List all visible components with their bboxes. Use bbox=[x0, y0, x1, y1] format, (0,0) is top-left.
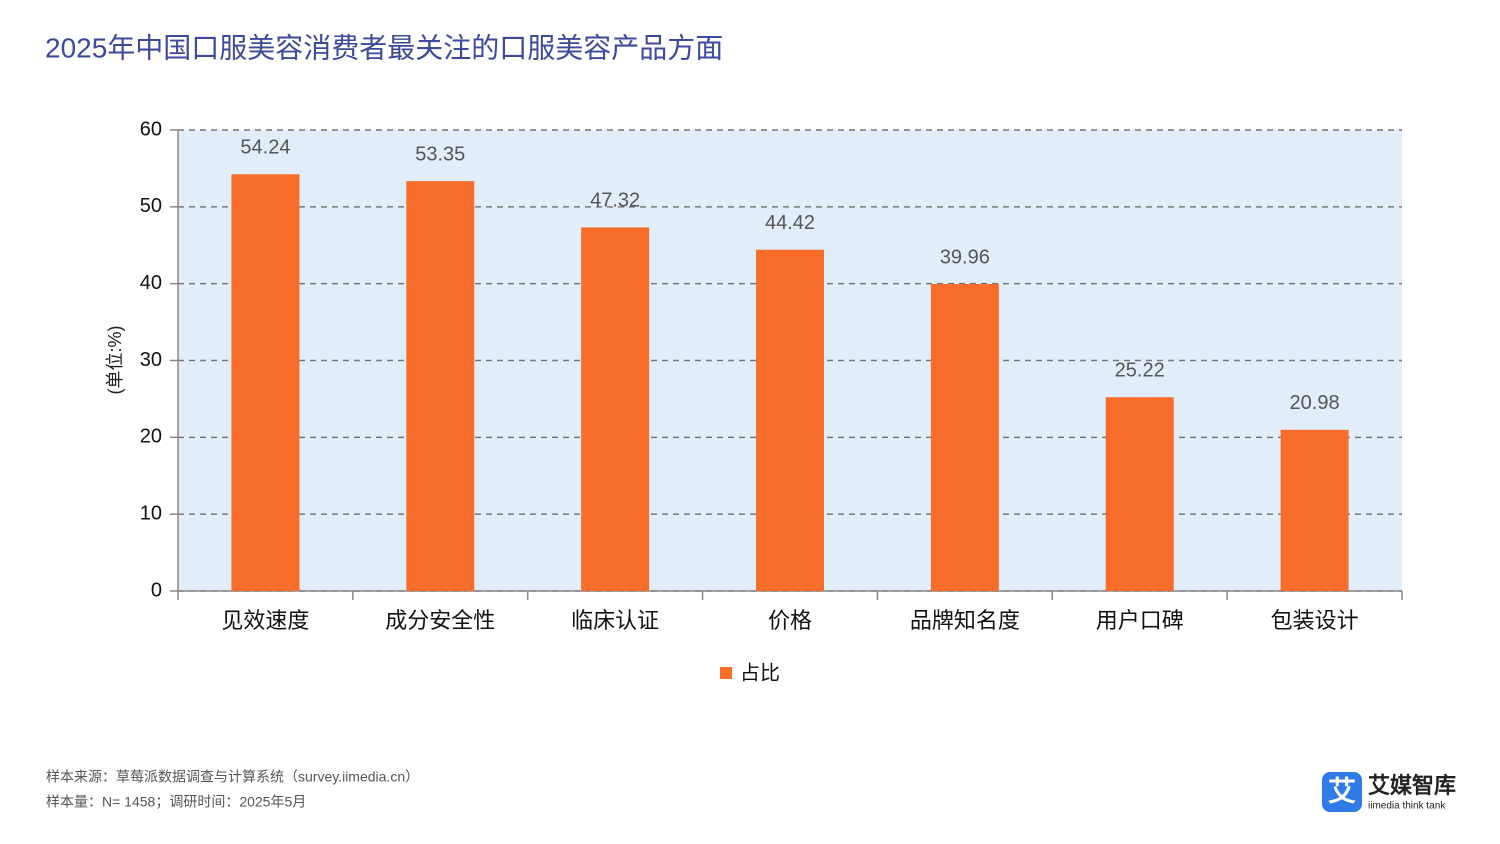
legend-label: 占比 bbox=[740, 661, 780, 684]
x-tick-label: 价格 bbox=[768, 608, 812, 633]
x-tick-label: 成分安全性 bbox=[385, 608, 495, 633]
y-tick-label: 20 bbox=[140, 426, 162, 448]
data-label: 25.22 bbox=[1115, 360, 1165, 382]
source-note: 样本来源：草莓派数据调查与计算系统（survey.iimedia.cn） bbox=[46, 769, 419, 785]
x-tick-label: 见效速度 bbox=[221, 608, 309, 633]
x-tick-label: 包装设计 bbox=[1271, 608, 1359, 633]
x-tick-label: 临床认证 bbox=[571, 608, 659, 633]
logo-icon: 艾 bbox=[1328, 775, 1356, 806]
y-tick-label: 10 bbox=[140, 502, 162, 524]
data-label: 53.35 bbox=[415, 143, 465, 165]
logo-icon-bg bbox=[1322, 772, 1362, 812]
bar bbox=[1105, 397, 1174, 591]
y-tick-label: 60 bbox=[140, 118, 162, 140]
data-label: 20.98 bbox=[1290, 392, 1340, 414]
data-label: 44.42 bbox=[765, 212, 815, 234]
y-tick-label: 30 bbox=[140, 349, 162, 371]
x-tick-label: 品牌知名度 bbox=[910, 608, 1020, 633]
y-tick-label: 0 bbox=[151, 579, 162, 601]
x-tick-label: 用户口碑 bbox=[1096, 608, 1184, 633]
y-tick-label: 50 bbox=[140, 195, 162, 217]
legend-swatch bbox=[720, 667, 732, 679]
y-tick-label: 40 bbox=[140, 272, 162, 294]
bar bbox=[930, 283, 999, 591]
sample-note: 样本量：N= 1458；调研时间：2025年5月 bbox=[46, 794, 306, 811]
bar bbox=[231, 174, 300, 592]
y-axis-label: (单位:%) bbox=[105, 326, 125, 395]
bar bbox=[756, 249, 824, 591]
data-label: 54.24 bbox=[240, 137, 290, 159]
data-label: 47.32 bbox=[590, 190, 640, 212]
bar bbox=[581, 227, 650, 591]
chart-title: 2025年中国口服美容消费者最关注的口服美容产品方面 bbox=[45, 32, 723, 63]
bar bbox=[1280, 429, 1349, 591]
bar bbox=[406, 181, 475, 591]
logo-tagline: iimedia think tank bbox=[1368, 801, 1446, 812]
data-label: 39.96 bbox=[940, 246, 990, 268]
logo-name: 艾媒智库 bbox=[1368, 773, 1456, 798]
